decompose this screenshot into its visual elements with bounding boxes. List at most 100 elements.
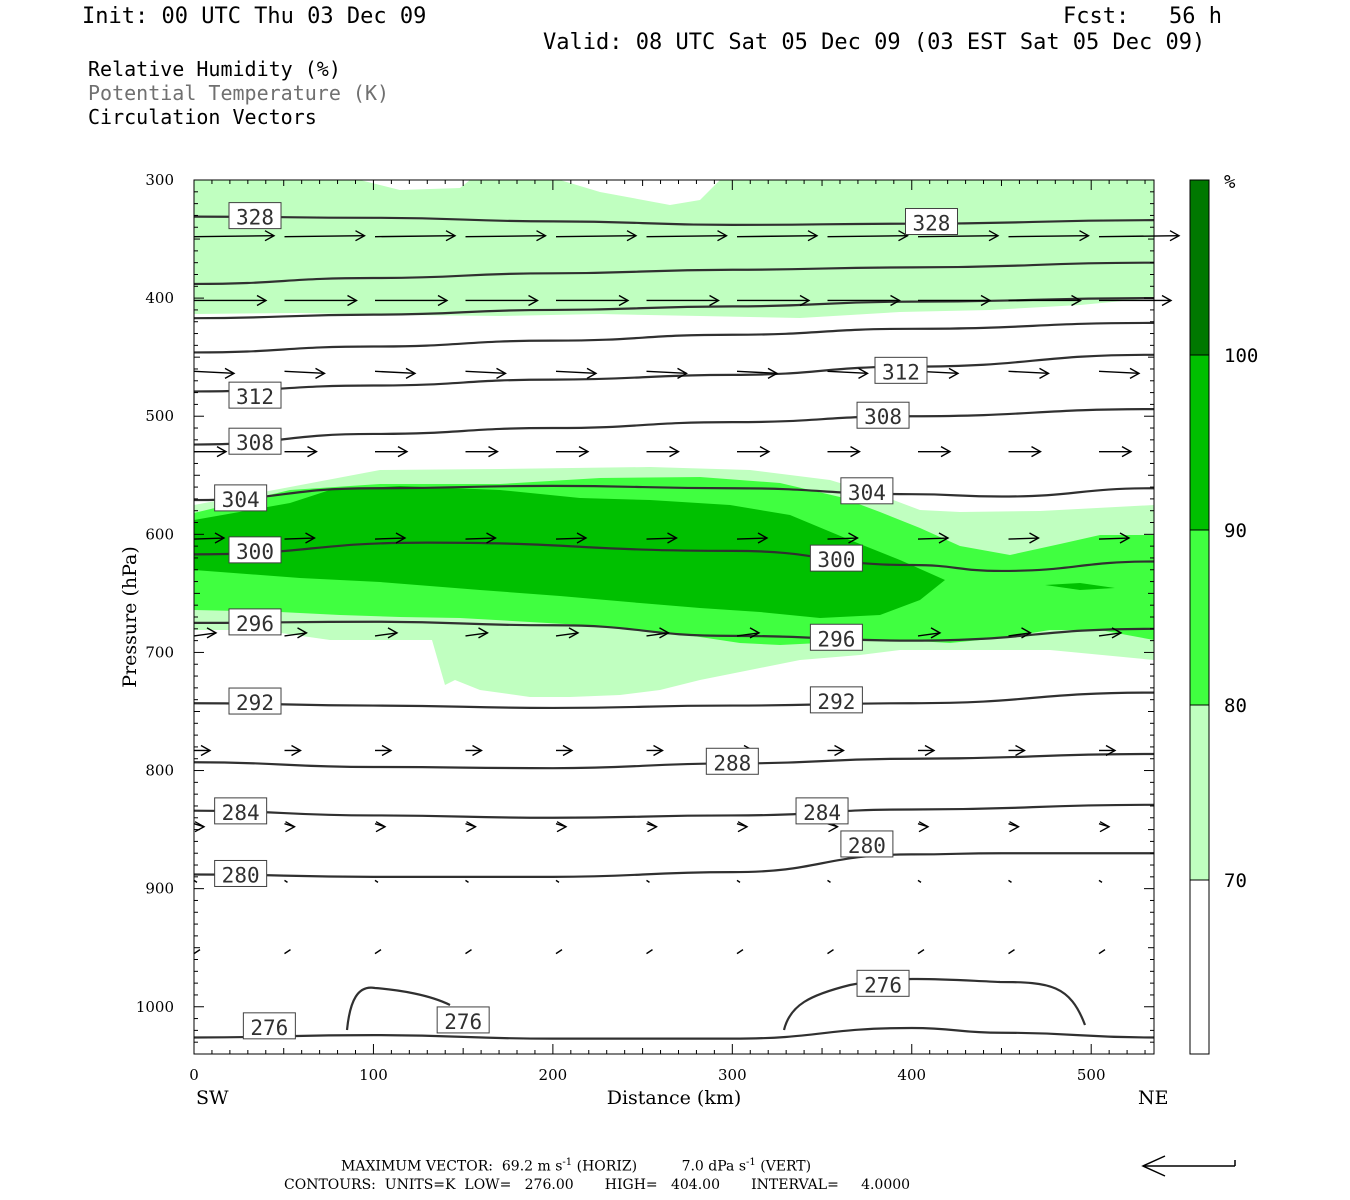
circulation-vector	[284, 744, 302, 757]
circulation-vector	[827, 532, 859, 544]
vector-head	[1009, 821, 1020, 833]
ne-end-label: NE	[1138, 1087, 1169, 1109]
y-tick-label: 300	[145, 171, 174, 189]
vector-head	[305, 532, 316, 544]
theta-label-text: 288	[713, 751, 751, 775]
vector-head	[948, 367, 960, 379]
circulation-vector	[827, 879, 831, 883]
vector-head	[940, 446, 952, 458]
circulation-vector	[736, 627, 761, 639]
x-tick-label: 300	[718, 1066, 747, 1084]
vert-label: (VERT)	[760, 1158, 812, 1175]
vector-head	[626, 230, 638, 242]
theta-contour-288	[193, 752, 1155, 770]
x-tick-label: 100	[359, 1066, 388, 1084]
circulation-vector	[1008, 532, 1040, 544]
vector-head	[586, 367, 598, 379]
theta-contour-280	[193, 852, 1154, 878]
vector-head	[194, 821, 206, 833]
vector-shaft	[1098, 234, 1180, 238]
theta-contour-276-bump-right	[782, 977, 1087, 1031]
circulation-vector	[1098, 230, 1181, 242]
vector-head	[759, 446, 771, 458]
circulation-vector	[1098, 532, 1131, 544]
circulation-vector	[736, 532, 769, 544]
y-axis-title: Pressure (hPa)	[119, 546, 141, 688]
circulation-vector	[1008, 949, 1015, 955]
circulation-vector	[374, 532, 407, 544]
vector-head	[1169, 230, 1181, 242]
circulation-vector	[555, 230, 638, 242]
reference-vector-arrow	[1141, 1155, 1236, 1177]
vector-head	[618, 294, 630, 307]
max-vector-vert-value: 7.0 dPa s	[681, 1158, 747, 1175]
theta-label-box	[840, 477, 894, 505]
circulation-vector	[827, 230, 909, 242]
theta-label-text: 276	[864, 973, 902, 997]
theta-label-box	[705, 747, 759, 775]
circulation-vector	[1008, 744, 1026, 757]
colorbar-100	[1189, 179, 1210, 356]
circulation-vector	[1008, 230, 1090, 242]
circulation-vector	[736, 230, 819, 242]
vector-shaft	[736, 632, 760, 637]
theta-contour-292	[193, 691, 1155, 710]
vector-head	[285, 821, 296, 833]
theta-label-312-0: 312	[228, 381, 282, 409]
relative-humidity-shading	[194, 180, 1154, 697]
theta-label-280-1: 280	[840, 830, 894, 858]
vector-head	[556, 821, 568, 833]
theta-contour-304	[193, 484, 1155, 502]
rh-90-streak	[1045, 583, 1115, 590]
circulation-vector	[193, 367, 236, 379]
vector-head	[930, 627, 942, 639]
vector-head	[1161, 294, 1173, 307]
circulation-vector	[917, 627, 942, 639]
vector-head	[709, 294, 720, 307]
vector-head	[890, 294, 901, 307]
rh-colorbar: % 100 90 80 70	[1189, 171, 1258, 1055]
colorbar-label-80: 80	[1224, 695, 1247, 717]
theta-label-292-0: 292	[228, 687, 282, 715]
vector-head	[1031, 446, 1042, 458]
theta-label-text: 292	[817, 690, 855, 714]
circulation-vector	[375, 294, 449, 307]
circulation-vector	[284, 821, 296, 833]
theta-label-box	[228, 608, 282, 636]
field-circulation-vectors: Circulation Vectors	[88, 105, 317, 129]
vector-head	[717, 230, 728, 242]
vector-shaft	[1098, 949, 1106, 955]
vector-head	[291, 744, 302, 757]
circulation-vector	[646, 367, 688, 379]
theta-label-276-1: 276	[436, 1006, 490, 1034]
vector-head	[667, 532, 678, 544]
theta-label-328-1: 328	[904, 208, 958, 236]
vector-shaft	[284, 370, 325, 375]
theta-contour-328	[193, 215, 1155, 226]
vector-shaft	[193, 632, 217, 637]
vert-exponent: -1	[746, 1157, 756, 1168]
vector-head	[206, 627, 218, 639]
theta-label-text: 328	[913, 212, 951, 236]
vector-shaft	[827, 370, 868, 375]
theta-label-text: 312	[236, 385, 274, 409]
vector-head	[767, 367, 779, 379]
theta-label-text: 304	[222, 488, 260, 512]
vector-head	[264, 230, 276, 242]
vector-shaft	[555, 234, 637, 238]
circulation-vector	[827, 744, 845, 757]
vector-head	[496, 367, 507, 379]
circulation-vector	[193, 627, 218, 639]
theta-label-box	[228, 427, 282, 455]
vector-head	[898, 230, 909, 242]
vector-head	[938, 532, 950, 544]
vector-shaft	[555, 370, 597, 375]
valid-time: Valid: 08 UTC Sat 05 Dec 09 (03 EST Sat …	[543, 30, 1206, 55]
theta-label-284-1: 284	[795, 797, 849, 825]
vector-shaft	[284, 949, 291, 955]
vector-shaft	[284, 234, 365, 238]
theta-label-300-0: 300	[228, 536, 282, 564]
theta-label-276-2: 276	[856, 969, 910, 997]
vector-shaft	[374, 370, 416, 375]
vector-head	[659, 627, 670, 639]
